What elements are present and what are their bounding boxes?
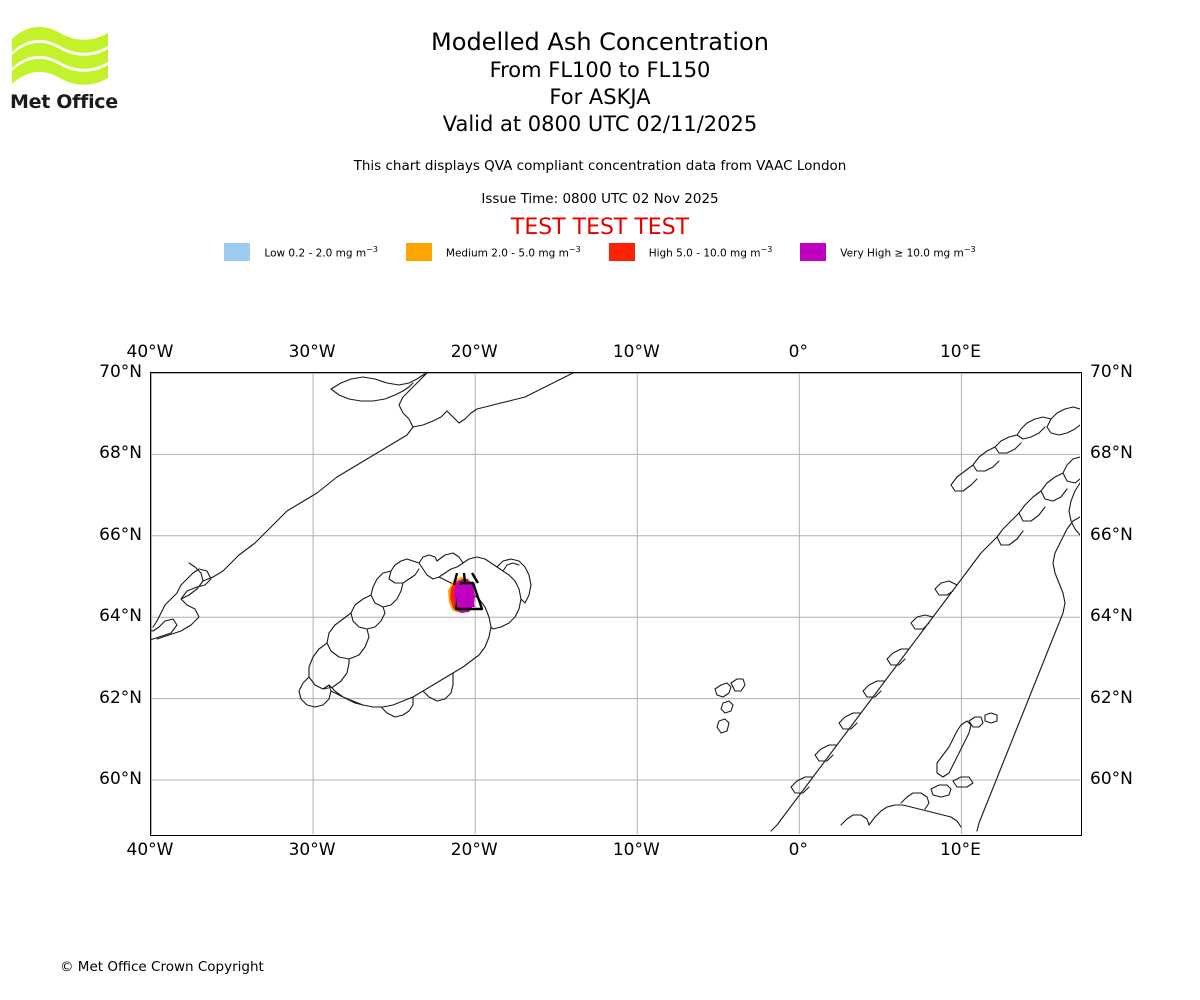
coastline-faroe <box>714 678 746 734</box>
legend-item-medium: Medium 2.0 - 5.0 mg m−3 <box>405 243 581 261</box>
map-canvas <box>151 373 1080 834</box>
lat-tick-right-0: 70°N <box>1090 362 1133 382</box>
met-office-logo: Met Office <box>10 22 120 113</box>
copyright-footer: © Met Office Crown Copyright <box>60 959 264 975</box>
coastlines <box>151 373 1080 832</box>
lon-tick-top-2: 20°W <box>450 342 498 362</box>
lon-tick-bottom-3: 10°W <box>612 840 660 860</box>
legend-item-very-high: Very High ≥ 10.0 mg m−3 <box>800 243 976 261</box>
coastline-iceland <box>298 552 532 718</box>
page-title: Modelled Ash Concentration <box>431 28 769 56</box>
issue-time-block: Issue Time: 0800 UTC 02 Nov 2025 <box>0 190 1200 208</box>
lat-tick-left-2: 66°N <box>99 524 142 545</box>
volcano-subtitle: For ASKJA <box>549 85 651 109</box>
legend-swatch-high <box>608 243 635 261</box>
lon-tick-bottom-5: 10°E <box>939 840 981 860</box>
ash-concentration-map: 40°W 30°W 20°W 10°W 0° 10°E 40°W 30°W 20… <box>99 342 1133 860</box>
issue-time: Issue Time: 0800 UTC 02 Nov 2025 <box>481 191 719 207</box>
qva-note-block: This chart displays QVA compliant concen… <box>0 157 1200 175</box>
coastline-greenland <box>151 373 574 641</box>
legend-swatch-medium <box>405 243 432 261</box>
lat-tick-right-2: 66°N <box>1090 524 1133 545</box>
legend-item-high: High 5.0 - 10.0 mg m−3 <box>608 243 773 261</box>
concentration-legend: Low 0.2 - 2.0 mg m−3 Medium 2.0 - 5.0 mg… <box>0 243 1200 261</box>
lat-tick-right-5: 60°N <box>1090 769 1133 789</box>
lat-tick-left-5: 60°N <box>99 769 142 789</box>
legend-swatch-low <box>224 243 251 261</box>
chart-title-block: Modelled Ash Concentration From FL100 to… <box>0 28 1200 138</box>
legend-label-low: Low 0.2 - 2.0 mg m−3 <box>264 244 378 260</box>
lat-tick-right-3: 64°N <box>1090 606 1133 627</box>
lon-tick-top-4: 0° <box>788 342 808 362</box>
legend-swatch-very-high <box>800 243 827 261</box>
coastline-orkney-scotland <box>840 776 974 828</box>
lat-tick-right-1: 68°N <box>1090 443 1133 464</box>
lat-tick-right-4: 62°N <box>1090 687 1133 708</box>
valid-time-subtitle: Valid at 0800 UTC 02/11/2025 <box>442 112 758 136</box>
met-office-waves-icon <box>12 26 108 85</box>
lon-tick-top-3: 10°W <box>612 342 660 362</box>
test-banner: TEST TEST TEST <box>510 215 690 240</box>
coastline-norway <box>770 406 1080 832</box>
lat-tick-left-4: 62°N <box>99 687 142 708</box>
legend-label-very-high: Very High ≥ 10.0 mg m−3 <box>840 244 976 260</box>
graticule-grid <box>151 373 1080 834</box>
test-banner-block: TEST TEST TEST <box>0 214 1200 242</box>
qva-note: This chart displays QVA compliant concen… <box>353 158 847 174</box>
lat-tick-left-1: 68°N <box>99 443 142 464</box>
coastline-shetland <box>936 712 998 778</box>
legend-label-medium: Medium 2.0 - 5.0 mg m−3 <box>445 244 581 260</box>
ash-plume-group <box>448 572 484 613</box>
legend-label-high: High 5.0 - 10.0 mg m−3 <box>648 244 773 260</box>
legend-item-low: Low 0.2 - 2.0 mg m−3 <box>224 243 378 261</box>
lon-tick-bottom-1: 30°W <box>288 840 336 860</box>
map-plot-area <box>150 372 1082 836</box>
ash-plume-core-overlay <box>457 585 475 607</box>
lon-tick-bottom-0: 40°W <box>126 840 174 860</box>
lon-tick-top-0: 40°W <box>126 342 174 362</box>
lat-tick-left-3: 64°N <box>99 606 142 627</box>
lon-tick-bottom-4: 0° <box>788 840 808 860</box>
lon-tick-top-5: 10°E <box>939 342 981 362</box>
flight-level-subtitle: From FL100 to FL150 <box>489 58 711 82</box>
logo-wordmark: Met Office <box>10 91 118 113</box>
lon-tick-top-1: 30°W <box>288 342 336 362</box>
lon-tick-bottom-2: 20°W <box>450 840 498 860</box>
lat-tick-left-0: 70°N <box>99 362 142 382</box>
